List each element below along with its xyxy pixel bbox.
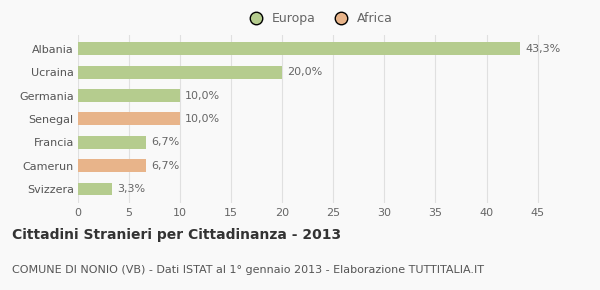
Bar [78, 182, 112, 195]
Bar [78, 42, 520, 55]
Text: 6,7%: 6,7% [152, 161, 180, 171]
Text: Cittadini Stranieri per Cittadinanza - 2013: Cittadini Stranieri per Cittadinanza - 2… [12, 228, 341, 242]
Text: 20,0%: 20,0% [287, 67, 323, 77]
Bar [78, 113, 180, 125]
Bar [78, 89, 180, 102]
Text: COMUNE DI NONIO (VB) - Dati ISTAT al 1° gennaio 2013 - Elaborazione TUTTITALIA.I: COMUNE DI NONIO (VB) - Dati ISTAT al 1° … [12, 264, 484, 275]
Legend: Europa, Africa: Europa, Africa [243, 12, 393, 25]
Text: 10,0%: 10,0% [185, 114, 220, 124]
Bar [78, 159, 146, 172]
Bar [78, 136, 146, 149]
Bar [78, 66, 282, 79]
Text: 6,7%: 6,7% [152, 137, 180, 147]
Text: 10,0%: 10,0% [185, 90, 220, 101]
Text: 3,3%: 3,3% [117, 184, 145, 194]
Text: 43,3%: 43,3% [526, 44, 560, 54]
